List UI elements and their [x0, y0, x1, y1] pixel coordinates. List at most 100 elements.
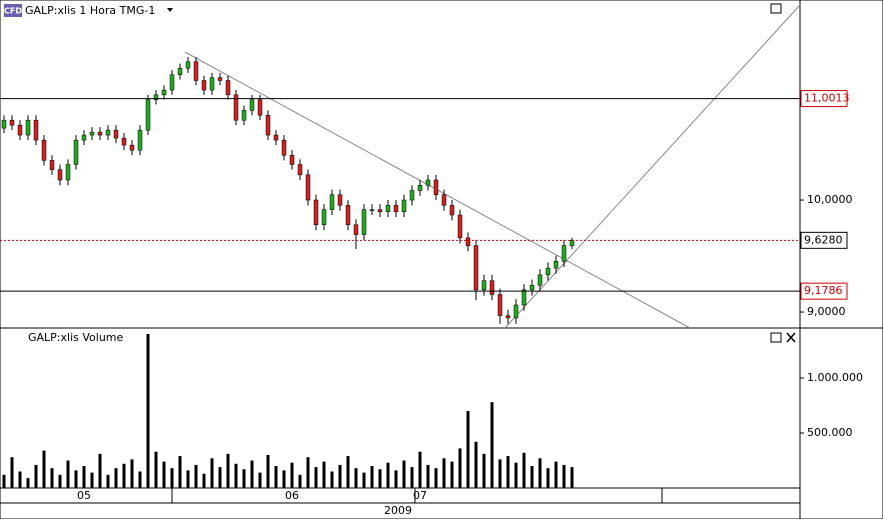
volume-bar [490, 402, 494, 488]
maximize-button[interactable] [770, 3, 782, 14]
candle-body [553, 261, 559, 269]
volume-bar [338, 464, 342, 488]
volume-bar [394, 470, 398, 488]
candle-body [153, 94, 159, 100]
volume-bar [170, 468, 174, 488]
candle-body [505, 315, 511, 319]
candle-body [353, 224, 359, 235]
candle-body [225, 80, 231, 96]
volume-bar [226, 453, 230, 488]
candle-body [337, 194, 343, 206]
candle-body [73, 139, 79, 165]
trend-line [504, 4, 801, 329]
volume-bar [90, 472, 94, 488]
candle-body [545, 267, 551, 276]
candle-body [249, 99, 255, 111]
candle-body [473, 245, 479, 291]
candle-body [377, 209, 383, 213]
candle-body [321, 209, 327, 226]
volume-bar [418, 451, 422, 488]
volume-bar [410, 467, 414, 488]
candle-body [49, 160, 55, 170]
volume-bar [434, 468, 438, 488]
volume-bar [274, 465, 278, 488]
candle-body [113, 129, 119, 139]
level-label: 9,6280 [804, 233, 843, 246]
candle-body [33, 119, 39, 141]
logo-box [4, 4, 22, 17]
candle-body [169, 74, 175, 91]
volume-title: GALP:xlis Volume [28, 331, 124, 344]
volume-bar [98, 453, 102, 488]
candle-body [17, 124, 23, 136]
candle-body [121, 137, 127, 146]
volume-bar [330, 471, 334, 488]
plot: 10,0000 9,0000 11,0013 9,6280 9,1786 1.000.00… [0, 56, 863, 502]
volume-bar [122, 463, 126, 488]
candle-body [385, 205, 391, 213]
volume-bar [162, 461, 166, 488]
candle-body [57, 169, 63, 181]
candle-body [537, 274, 543, 286]
candle-body [417, 184, 423, 191]
volume-bar [386, 462, 390, 488]
volume-bar [562, 464, 566, 488]
candle-body [129, 144, 135, 151]
volume-bar [378, 469, 382, 488]
volume-bar [402, 460, 406, 488]
candle-body [569, 240, 575, 246]
volume-bar [314, 467, 318, 488]
y-tick-label: 1.000.000 [807, 371, 863, 384]
volume-bar [362, 472, 366, 488]
candle-body [441, 194, 447, 206]
volume-bar [474, 441, 478, 488]
y-tick-label: 10,0000 [807, 193, 853, 206]
dropdown-arrow[interactable] [167, 8, 173, 12]
candle-body [41, 139, 47, 161]
candle-body [81, 134, 87, 141]
candle-body [409, 190, 415, 201]
candle-body [489, 280, 495, 295]
candle-body [257, 99, 263, 116]
candle-body [521, 289, 527, 306]
chart-title[interactable]: GALP:xlis 1 Hora TMG-1 [25, 4, 155, 17]
volume-bar [370, 465, 374, 488]
candle-body [105, 129, 111, 136]
candle-body [401, 199, 407, 213]
candle-body [65, 164, 71, 181]
volume-bar [570, 467, 574, 488]
level-label-box [800, 231, 848, 249]
volume-bar [450, 461, 454, 488]
close-button[interactable] [786, 332, 796, 343]
volume-bar [18, 471, 22, 488]
candle-body [265, 115, 271, 136]
candle-body [305, 174, 311, 201]
level-label: 11,0013 [804, 92, 850, 105]
volume-bar [218, 467, 222, 488]
candle-body [313, 199, 319, 226]
maximize-button[interactable] [770, 332, 782, 343]
volume-bar [514, 462, 518, 488]
volume-bar [34, 464, 38, 488]
volume-bar [50, 468, 54, 488]
x-tick-label: 05 [77, 489, 91, 502]
volume-bar [10, 457, 14, 488]
volume-bar [66, 460, 70, 488]
volume-bar [42, 450, 46, 488]
candle-body [289, 155, 295, 165]
volume-bar [458, 448, 462, 488]
candle-body [297, 164, 303, 176]
candle-body [177, 67, 183, 76]
candle-body [201, 80, 207, 91]
candle-body [97, 131, 103, 136]
candle-body [137, 129, 143, 151]
volume-bar [178, 456, 182, 488]
candle-body [1, 119, 7, 129]
x-tick-label: 06 [285, 489, 299, 502]
volume-bar [466, 410, 470, 488]
volume-bar [554, 461, 558, 488]
candle-body [449, 205, 455, 216]
volume-bar [74, 470, 78, 488]
candle-body [481, 280, 487, 291]
